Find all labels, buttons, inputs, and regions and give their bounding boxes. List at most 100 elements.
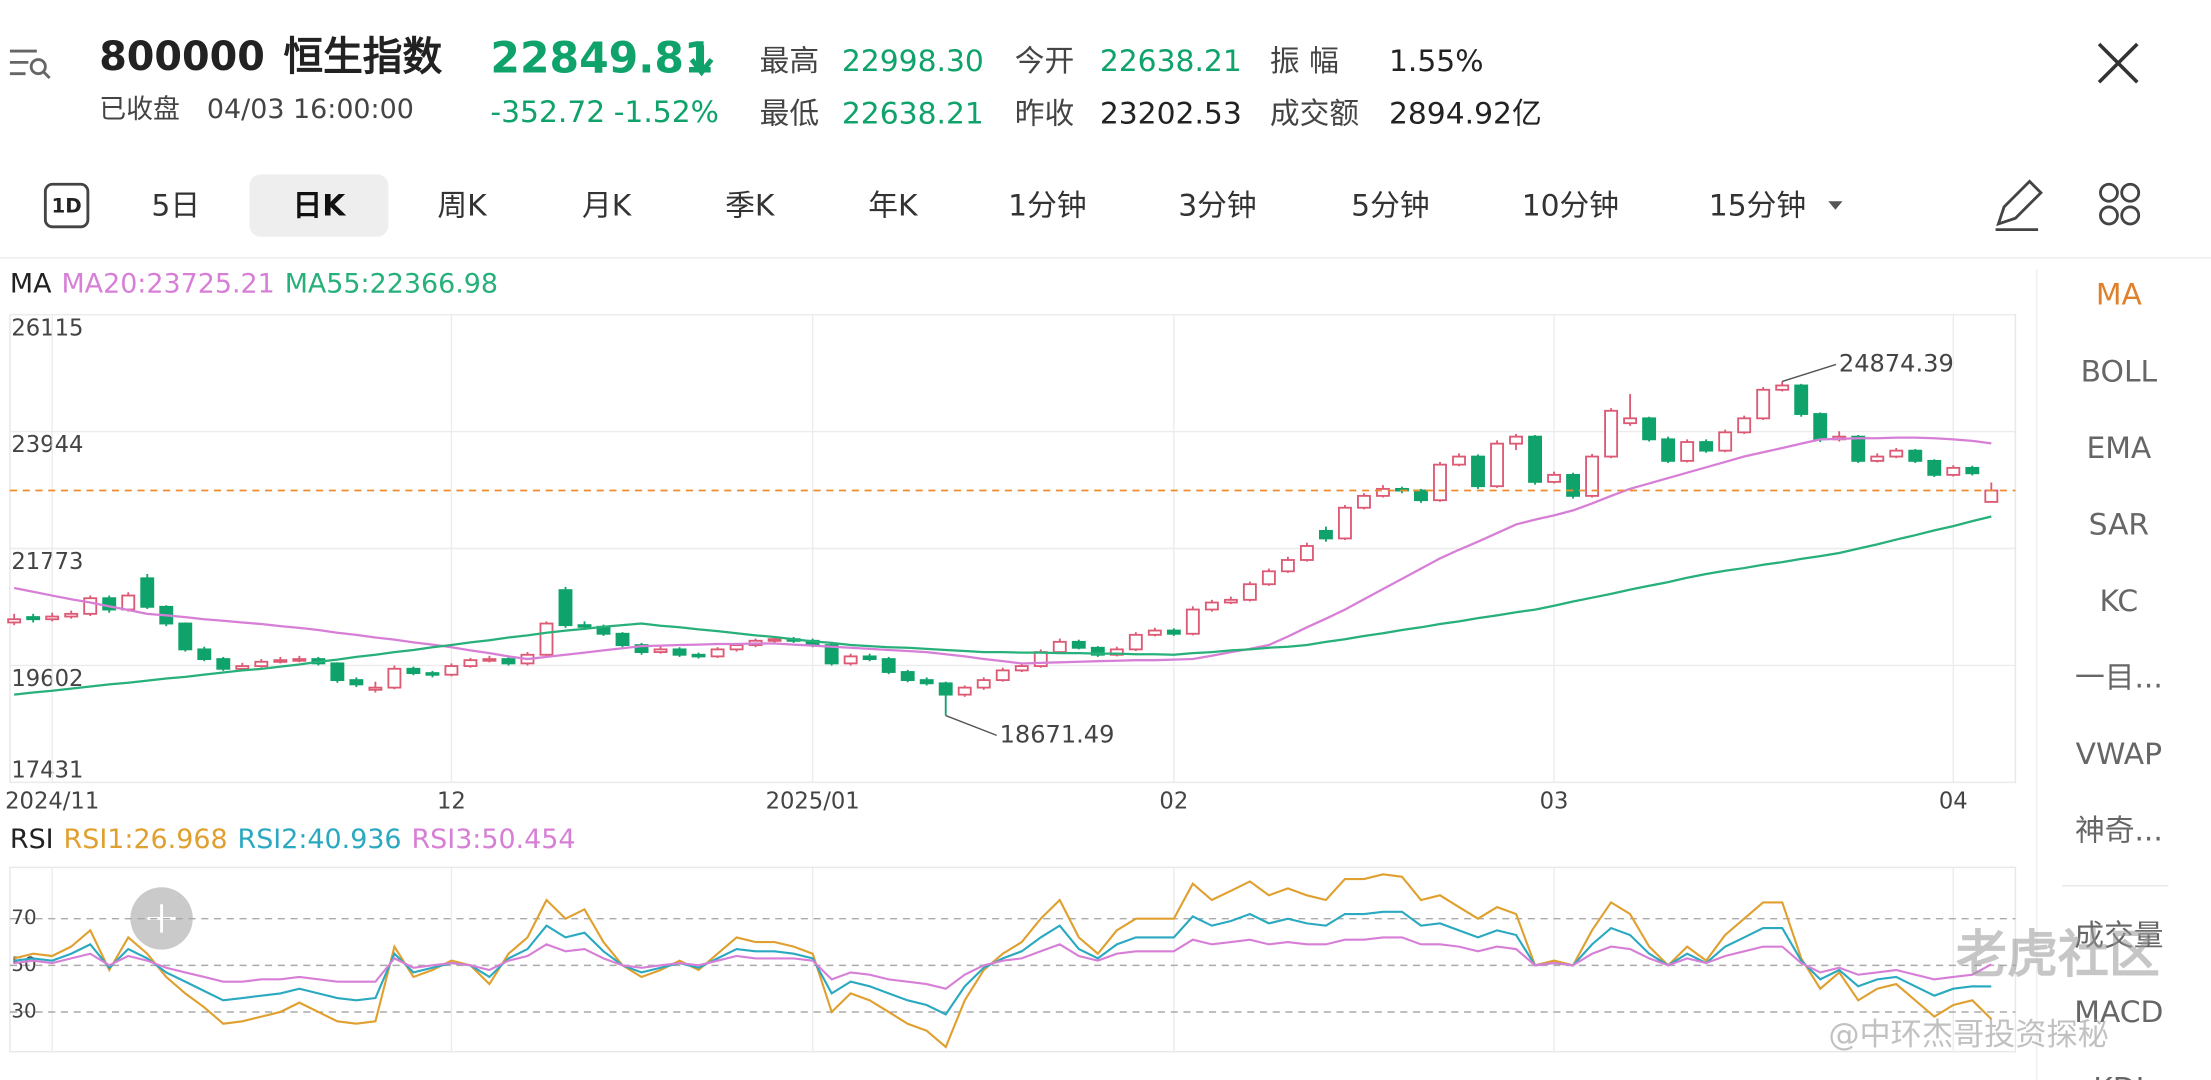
candle-body xyxy=(1585,455,1600,497)
legend-entry: RSI2:40.936 xyxy=(238,824,402,855)
price: 22849.81 xyxy=(490,34,713,83)
legend-entry: MA55:22366.98 xyxy=(285,268,498,299)
low-annotation: 18671.49 xyxy=(1000,720,1115,748)
x-tick-label: 2025/01 xyxy=(766,789,860,815)
stock-name: 恒生指数 xyxy=(283,34,442,80)
candle-body xyxy=(1794,384,1809,415)
tab[interactable]: 月K xyxy=(582,188,633,223)
candle-body xyxy=(45,615,60,621)
candle-body xyxy=(330,662,345,682)
indicator-option[interactable]: MA xyxy=(2096,278,2143,313)
candle-body xyxy=(1318,529,1333,540)
candle-body xyxy=(1337,506,1352,540)
indicator-option[interactable]: SAR xyxy=(2089,507,2149,542)
dropdown-caret[interactable] xyxy=(1828,201,1843,210)
down-arrow xyxy=(689,45,714,77)
candle-body xyxy=(482,658,497,662)
tab[interactable]: 周K xyxy=(437,188,488,223)
candle-body xyxy=(1870,455,1885,462)
candle-body xyxy=(976,679,991,689)
stat-label: 最高 xyxy=(760,44,820,79)
indicator-option[interactable]: KC xyxy=(2100,584,2139,619)
stat-label: 昨收 xyxy=(1015,96,1075,131)
y-tick-label: 26115 xyxy=(11,315,83,341)
candle-body xyxy=(1147,629,1162,636)
stat-value: 22998.30 xyxy=(842,44,984,79)
candle-body xyxy=(1261,570,1276,586)
candle-body xyxy=(1775,384,1790,391)
tab[interactable]: 10分钟 xyxy=(1522,188,1619,223)
candle-body xyxy=(862,655,877,660)
stat-value: 23202.53 xyxy=(1100,96,1242,131)
candle-body xyxy=(1661,438,1676,462)
candle-body xyxy=(938,682,953,696)
high-annotation: 24874.39 xyxy=(1839,349,1954,377)
stat-value: 22638.21 xyxy=(842,96,984,131)
indicator-option[interactable]: EMA xyxy=(2086,431,2151,466)
candle-body xyxy=(1280,559,1295,573)
tab[interactable]: 年K xyxy=(868,188,919,223)
candle-body xyxy=(1128,633,1143,651)
tab[interactable]: 日K xyxy=(292,188,346,223)
rsi-tick-label: 70 xyxy=(11,906,36,929)
candle-body xyxy=(1433,463,1447,502)
candle-body xyxy=(178,622,193,651)
candle-body xyxy=(615,632,630,646)
market-status: 已收盘 xyxy=(99,94,180,125)
candle-body xyxy=(387,667,402,689)
candle-body xyxy=(1452,455,1466,466)
market-time: 04/03 16:00:00 xyxy=(207,94,414,125)
rsi-line xyxy=(14,936,1992,990)
stat-label: 今开 xyxy=(1015,44,1075,79)
x-tick-label: 04 xyxy=(1939,789,1968,815)
candle-body xyxy=(691,653,706,658)
candle-body xyxy=(102,597,117,611)
candle-body xyxy=(672,648,687,656)
layout-icon[interactable] xyxy=(2099,182,2141,226)
period-icon[interactable] xyxy=(43,182,90,229)
tab[interactable]: 3分钟 xyxy=(1178,188,1256,223)
candle-body xyxy=(444,665,459,676)
candle-body xyxy=(1052,640,1067,653)
indicator-option[interactable]: MACD xyxy=(2074,995,2163,1030)
candle-body xyxy=(1299,545,1314,561)
candle-body xyxy=(1166,629,1181,635)
candle-body xyxy=(368,686,383,691)
menu-icon[interactable] xyxy=(9,49,51,79)
candle-body xyxy=(1699,441,1714,452)
stat-label: 成交额 xyxy=(1270,96,1359,131)
candle-body xyxy=(1509,435,1523,445)
close-button[interactable] xyxy=(2097,42,2139,84)
candle-body xyxy=(1414,489,1428,502)
candle-body xyxy=(1813,413,1828,441)
tab[interactable]: 季K xyxy=(725,188,776,223)
high-pointer xyxy=(1781,363,1837,383)
candle-body xyxy=(957,686,972,696)
draw-icon[interactable] xyxy=(1995,179,2043,232)
candle-body xyxy=(1642,417,1657,441)
indicator-option[interactable]: 成交量 xyxy=(2074,918,2163,953)
candle-body xyxy=(1185,608,1200,635)
candle-body xyxy=(824,644,839,665)
indicator-option[interactable]: KDJ xyxy=(2093,1071,2144,1080)
candle-body xyxy=(1737,417,1752,434)
candle-body xyxy=(1490,442,1504,488)
indicator-option[interactable]: VWAP xyxy=(2076,737,2162,772)
rsi-line xyxy=(14,910,1992,1016)
indicator-option[interactable]: 神奇... xyxy=(2075,813,2163,848)
candle-body xyxy=(406,667,421,675)
tab[interactable]: 5分钟 xyxy=(1351,188,1429,223)
candle-body xyxy=(1204,601,1219,611)
tab[interactable]: 5日 xyxy=(151,188,200,223)
stat-value: 1.55% xyxy=(1389,44,1484,79)
tab[interactable]: 15分钟 xyxy=(1709,188,1806,223)
stat-value: 2894.92亿 xyxy=(1389,96,1542,131)
y-tick-label: 17431 xyxy=(11,758,83,784)
rsi-tick-label: 30 xyxy=(11,999,36,1022)
candle-body xyxy=(121,594,136,611)
tab[interactable]: 1分钟 xyxy=(1008,188,1086,223)
candle-body xyxy=(1965,466,1980,475)
candle-body xyxy=(1680,441,1695,462)
indicator-option[interactable]: BOLL xyxy=(2081,354,2158,389)
indicator-option[interactable]: 一目... xyxy=(2075,660,2163,695)
